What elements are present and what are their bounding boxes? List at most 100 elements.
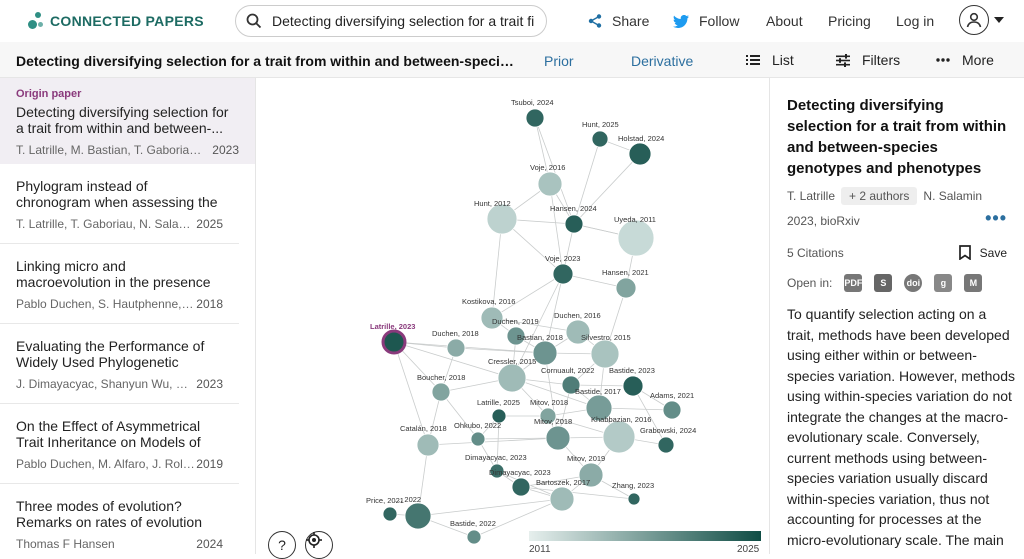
graph-node[interactable] [537,171,563,197]
search-box[interactable] [235,5,547,37]
graph-edge [511,377,600,409]
citation-graph[interactable]: Tsuboi, 2024 Hunt, 2025 Holstad, 2024 Voje,… [256,78,769,559]
list-item-title: Three modes of evolution?Remarks on rate… [16,498,202,530]
bookmark-icon [958,245,971,260]
graph-node[interactable] [497,363,527,393]
list-item-meta: J. Dimayacyac, Shanyun Wu, Daoh... 2023 [16,377,223,391]
derivative-works-button[interactable]: Derivative [631,53,694,69]
graph-node[interactable] [489,463,505,479]
graph-node-label: Hunt, 2025 [582,120,619,129]
detail-abstract: To quantify selection acting on a trait,… [787,306,1015,548]
pricing-link[interactable]: Pricing [828,0,871,42]
graph-node-label: Bastide, 2022 [450,519,496,528]
graph-node[interactable] [431,382,451,402]
graph-node[interactable] [525,108,545,128]
graph-edge [417,498,563,517]
graph-node[interactable] [615,277,637,299]
brand-logo[interactable]: CONNECTED PAPERS [26,10,204,32]
login-link[interactable]: Log in [896,0,934,42]
pricing-label: Pricing [828,13,871,29]
graph-node-label: Kostikova, 2016 [462,297,515,306]
help-button[interactable]: ? [268,531,296,559]
graph-node[interactable] [549,486,575,512]
prior-works-button[interactable]: Prior [544,53,574,69]
filters-button[interactable]: Filters [836,52,900,68]
graph-node[interactable] [602,420,636,454]
pdf-icon[interactable]: PDF [844,274,863,292]
more-button[interactable]: More [936,52,994,68]
save-button[interactable]: Save [958,245,1007,260]
graph-node[interactable] [466,529,482,545]
about-link[interactable]: About [766,0,803,42]
chevron-down-icon[interactable] [994,17,1004,23]
graph-node[interactable] [617,219,655,257]
graph-node-label: Voje, 2016 [530,163,565,172]
graph-node[interactable] [564,214,584,234]
graph-node[interactable] [565,319,591,345]
list-item[interactable]: On the Effect of Asymmetrical Trait Inhe… [0,404,239,484]
list-item[interactable]: Phylogram instead of chronogram when ass… [0,164,239,244]
graph-node-label: Silvestro, 2015 [581,333,631,342]
graph-node-label: Catalán, 2018 [400,424,447,433]
graph-node-label: Voje, 2023 [545,254,580,263]
mendeley-icon[interactable]: M [964,274,983,292]
graph-node[interactable] [486,203,518,235]
graph-edge [520,486,635,500]
graph-node[interactable] [532,340,558,366]
doi-icon[interactable]: doi [904,274,923,292]
google-scholar-icon[interactable]: g [934,274,953,292]
more-authors-chip[interactable]: + 2 authors [841,187,918,205]
graph-canvas[interactable]: Tsuboi, 2024 Hunt, 2025 Holstad, 2024 Voje,… [256,78,769,554]
graph-node-label: Bastian, 2018 [517,333,563,342]
list-item[interactable]: Evaluating the Performance of Widely Use… [0,324,239,404]
graph-node[interactable] [627,492,641,506]
graph-node[interactable] [506,326,526,346]
graph-node[interactable] [591,130,609,148]
graph-node[interactable] [657,436,675,454]
graph-node[interactable] [416,433,440,457]
graph-node[interactable] [381,329,407,355]
graph-node[interactable] [578,462,604,488]
graph-node[interactable] [491,408,507,424]
graph-node[interactable] [622,375,644,397]
semantic-scholar-icon[interactable]: S [874,274,893,292]
follow-button[interactable]: Follow [673,0,739,42]
graph-node[interactable] [511,477,531,497]
share-button[interactable]: Share [588,0,649,42]
graph-node[interactable] [404,502,432,530]
graph-node[interactable] [585,394,613,422]
graph-node[interactable] [480,306,504,330]
list-icon [746,54,760,66]
account-avatar[interactable] [959,5,989,35]
list-item[interactable]: Linking micro and macroevolution in the … [0,244,239,324]
detail-author-last[interactable]: N. Salamin [923,189,983,203]
graph-node-label: ..., 2022 [394,495,421,504]
list-item[interactable]: Three modes of evolution?Remarks on rate… [0,484,239,554]
recenter-button[interactable] [305,531,333,559]
graph-node-label: Price, 2021 [366,496,404,505]
detail-author-first[interactable]: T. Latrille [787,189,836,203]
graph-edge [393,341,513,379]
graph-node[interactable] [382,506,398,522]
graph-node[interactable] [590,339,620,369]
graph-node[interactable] [662,400,682,420]
graph-node-label: Khabbazian, 2016 [591,415,651,424]
detail-citations[interactable]: 5 Citations [787,245,844,260]
list-button[interactable]: List [746,52,794,68]
graph-node[interactable] [552,263,574,285]
list-item-origin[interactable]: Origin paper Detecting diversifying sele… [0,78,255,164]
search-input[interactable] [272,13,540,29]
graph-node[interactable] [539,407,557,425]
top-bar: CONNECTED PAPERS Share Follow About Pric… [0,0,1024,42]
graph-node-label: Zhang, 2023 [612,481,654,490]
origin-paper-label: Origin paper [16,88,82,100]
graph-node[interactable] [446,338,466,358]
graph-node[interactable] [561,375,581,395]
graph-edge [477,437,559,440]
graph-node[interactable] [628,142,652,166]
graph-node-label: Adams, 2021 [650,391,694,400]
graph-node[interactable] [545,425,571,451]
list-item-authors: Pablo Duchen, M. Alfaro, J. Rolland... [16,457,197,471]
graph-node[interactable] [470,431,486,447]
detail-more-icon[interactable]: ••• [985,208,1007,228]
